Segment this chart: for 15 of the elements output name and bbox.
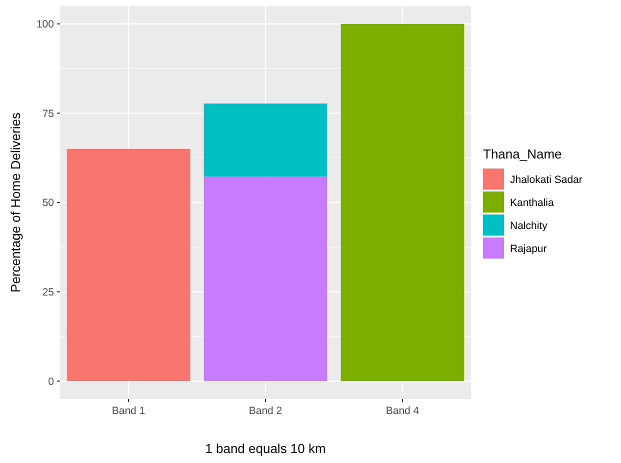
y-axis-title: Percentage of Home Deliveries	[8, 112, 23, 292]
x-tick-label: Band 2	[248, 405, 282, 417]
y-tick-label: 50	[42, 197, 54, 210]
legend-label: Nalchity	[510, 220, 548, 232]
x-tick-label: Band 1	[112, 405, 146, 417]
legend-label: Jhalokati Sadar	[510, 174, 583, 186]
legend-label: Rajapur	[510, 243, 548, 256]
x-tick-label: Band 4	[386, 405, 420, 417]
y-tick-label: 75	[42, 108, 54, 120]
x-axis-title: 1 band equals 10 km	[205, 441, 326, 456]
y-tick-label: 25	[42, 286, 54, 298]
legend-label: Kanthalia	[510, 197, 554, 210]
y-tick-label: 100	[36, 18, 54, 31]
legend-title: Thana_Name	[483, 146, 562, 162]
y-tick-label: 0	[48, 376, 54, 388]
